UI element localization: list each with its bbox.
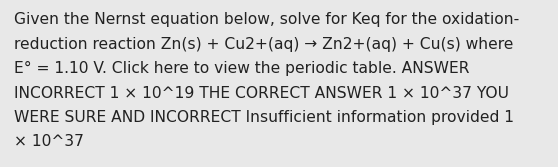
Text: Given the Nernst equation below, solve for Keq for the oxidation-: Given the Nernst equation below, solve f…	[14, 12, 519, 27]
Text: reduction reaction Zn(s) + Cu2+(aq) → Zn2+(aq) + Cu(s) where: reduction reaction Zn(s) + Cu2+(aq) → Zn…	[14, 37, 513, 51]
Text: INCORRECT 1 × 10^19 THE CORRECT ANSWER 1 × 10^37 YOU: INCORRECT 1 × 10^19 THE CORRECT ANSWER 1…	[14, 86, 509, 101]
Text: WERE SURE AND INCORRECT Insufficient information provided 1: WERE SURE AND INCORRECT Insufficient inf…	[14, 110, 514, 125]
Text: E° = 1.10 V. Click here to view the periodic table. ANSWER: E° = 1.10 V. Click here to view the peri…	[14, 61, 469, 76]
Text: × 10^37: × 10^37	[14, 134, 84, 149]
